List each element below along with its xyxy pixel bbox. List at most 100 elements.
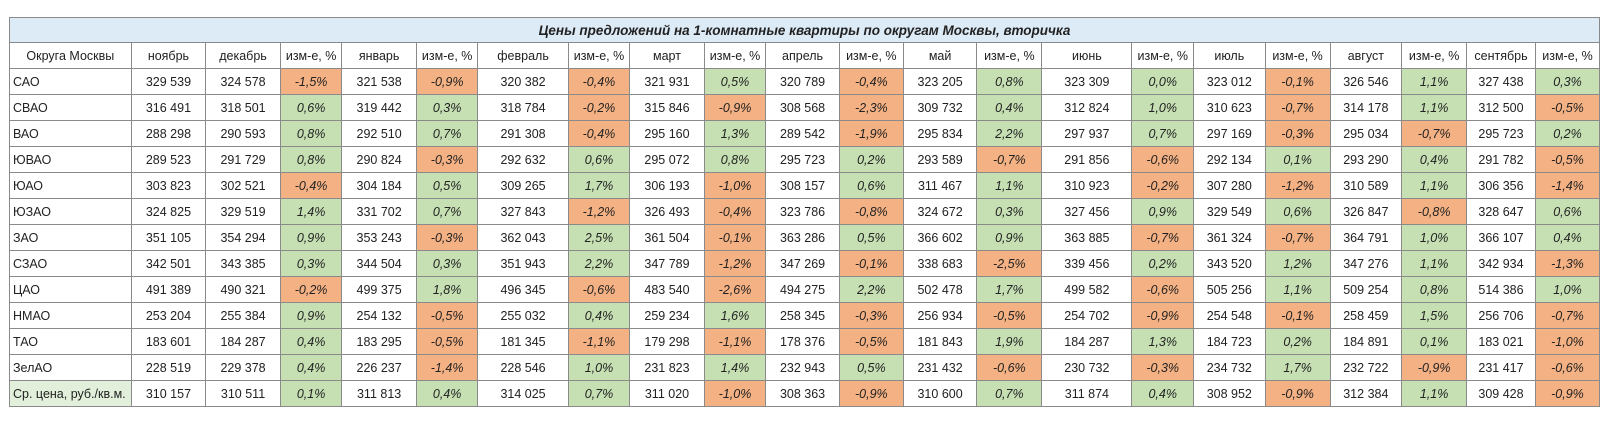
district-name: ЗАО [9,224,132,251]
table-title: Цены предложений на 1-комнатные квартиры… [9,17,1600,43]
price-cell: 254 702 [1041,302,1133,329]
price-cell: 179 298 [629,328,705,355]
header-change: изм-е, % [415,42,479,69]
price-cell: 254 132 [341,302,417,329]
header-month: декабрь [205,42,281,69]
change-cell: 0,4% [1401,146,1468,173]
price-cell: 295 072 [629,146,705,173]
change-cell: 0,6% [838,172,904,199]
price-cell: 310 511 [205,380,281,407]
change-cell: 0,1% [1401,328,1468,355]
change-cell: -0,1% [838,250,904,277]
price-cell: 183 295 [341,328,417,355]
change-cell: 0,3% [976,198,1043,225]
change-cell: 0,6% [1264,198,1331,225]
price-cell: 502 478 [902,276,978,303]
change-cell: 1,4% [703,354,767,381]
price-cell: 505 256 [1192,276,1266,303]
change-cell: -0,1% [703,224,767,251]
change-cell: -1,0% [1534,328,1600,355]
price-cell: 184 723 [1192,328,1266,355]
price-cell: 311 467 [902,172,978,199]
price-cell: 323 309 [1041,68,1133,95]
district-name: ЗелАО [9,354,132,381]
price-cell: 304 184 [341,172,417,199]
price-cell: 362 043 [477,224,569,251]
district-name: СЗАО [9,250,132,277]
change-cell: -0,3% [1131,354,1194,381]
price-cell: 344 504 [341,250,417,277]
change-cell: 0,0% [1131,68,1194,95]
price-cell: 308 568 [765,94,840,121]
change-cell: -0,6% [976,354,1043,381]
price-cell: 229 378 [205,354,281,381]
header-change: изм-е, % [1131,42,1194,69]
header-change: изм-е, % [1534,42,1600,69]
change-cell: 0,1% [1264,146,1331,173]
change-cell: 1,7% [976,276,1043,303]
price-cell: 514 386 [1466,276,1536,303]
price-cell: 311 813 [341,380,417,407]
change-cell: -0,5% [976,302,1043,329]
price-cell: 231 417 [1466,354,1536,381]
price-cell: 329 539 [130,68,207,95]
change-cell: -1,5% [279,68,343,95]
change-cell: 1,1% [1401,172,1468,199]
price-cell: 183 021 [1466,328,1536,355]
change-cell: -1,4% [1534,172,1600,199]
price-cell: 509 254 [1329,276,1403,303]
table-row: СВАО 316 491 318 501 0,6% 319 442 0,3% 318 784… [9,94,1600,121]
change-cell: 0,2% [1264,328,1331,355]
change-cell: 1,3% [703,120,767,147]
table-row: ЗелАО 228 519 229 378 0,4% 226 237 -1,4% 228 5… [9,354,1600,381]
price-cell: 320 382 [477,68,569,95]
change-cell: 0,3% [415,94,479,121]
change-cell: 1,6% [703,302,767,329]
district-name: ЦАО [9,276,132,303]
price-cell: 291 729 [205,146,281,173]
table-row: ЦАО 491 389 490 321 -0,2% 499 375 1,8% 496 345… [9,276,1600,303]
price-cell: 258 345 [765,302,840,329]
change-cell: -0,9% [1264,380,1331,407]
header-month: июнь [1041,42,1133,69]
price-cell: 256 934 [902,302,978,329]
change-cell: 0,3% [279,250,343,277]
price-cell: 343 385 [205,250,281,277]
price-cell: 234 732 [1192,354,1266,381]
district-name: СВАО [9,94,132,121]
change-cell: 1,1% [1401,380,1468,407]
change-cell: -0,9% [1131,302,1194,329]
change-cell: 0,9% [976,224,1043,251]
price-cell: 315 846 [629,94,705,121]
price-cell: 306 356 [1466,172,1536,199]
change-cell: -0,6% [1131,146,1194,173]
price-cell: 347 269 [765,250,840,277]
change-cell: -0,4% [279,172,343,199]
price-cell: 292 632 [477,146,569,173]
header-month: август [1329,42,1403,69]
table-row: ЮАО 303 823 302 521 -0,4% 304 184 0,5% 309 265… [9,172,1600,199]
price-cell: 310 623 [1192,94,1266,121]
price-cell: 291 308 [477,120,569,147]
price-cell: 499 375 [341,276,417,303]
price-cell: 184 287 [205,328,281,355]
price-cell: 181 843 [902,328,978,355]
price-cell: 323 786 [765,198,840,225]
change-cell: -0,2% [1131,172,1194,199]
price-cell: 184 891 [1329,328,1403,355]
change-cell: 0,8% [703,146,767,173]
change-cell: 0,6% [567,146,631,173]
district-name: НМАО [9,302,132,329]
change-cell: -1,4% [415,354,479,381]
change-cell: 0,1% [279,380,343,407]
header-month: январь [341,42,417,69]
price-cell: 255 384 [205,302,281,329]
change-cell: 0,4% [279,354,343,381]
change-cell: 0,6% [279,94,343,121]
change-cell: 2,5% [567,224,631,251]
price-cell: 297 937 [1041,120,1133,147]
price-cell: 181 345 [477,328,569,355]
change-cell: 0,7% [415,198,479,225]
price-cell: 323 205 [902,68,978,95]
change-cell: 1,1% [1401,250,1468,277]
